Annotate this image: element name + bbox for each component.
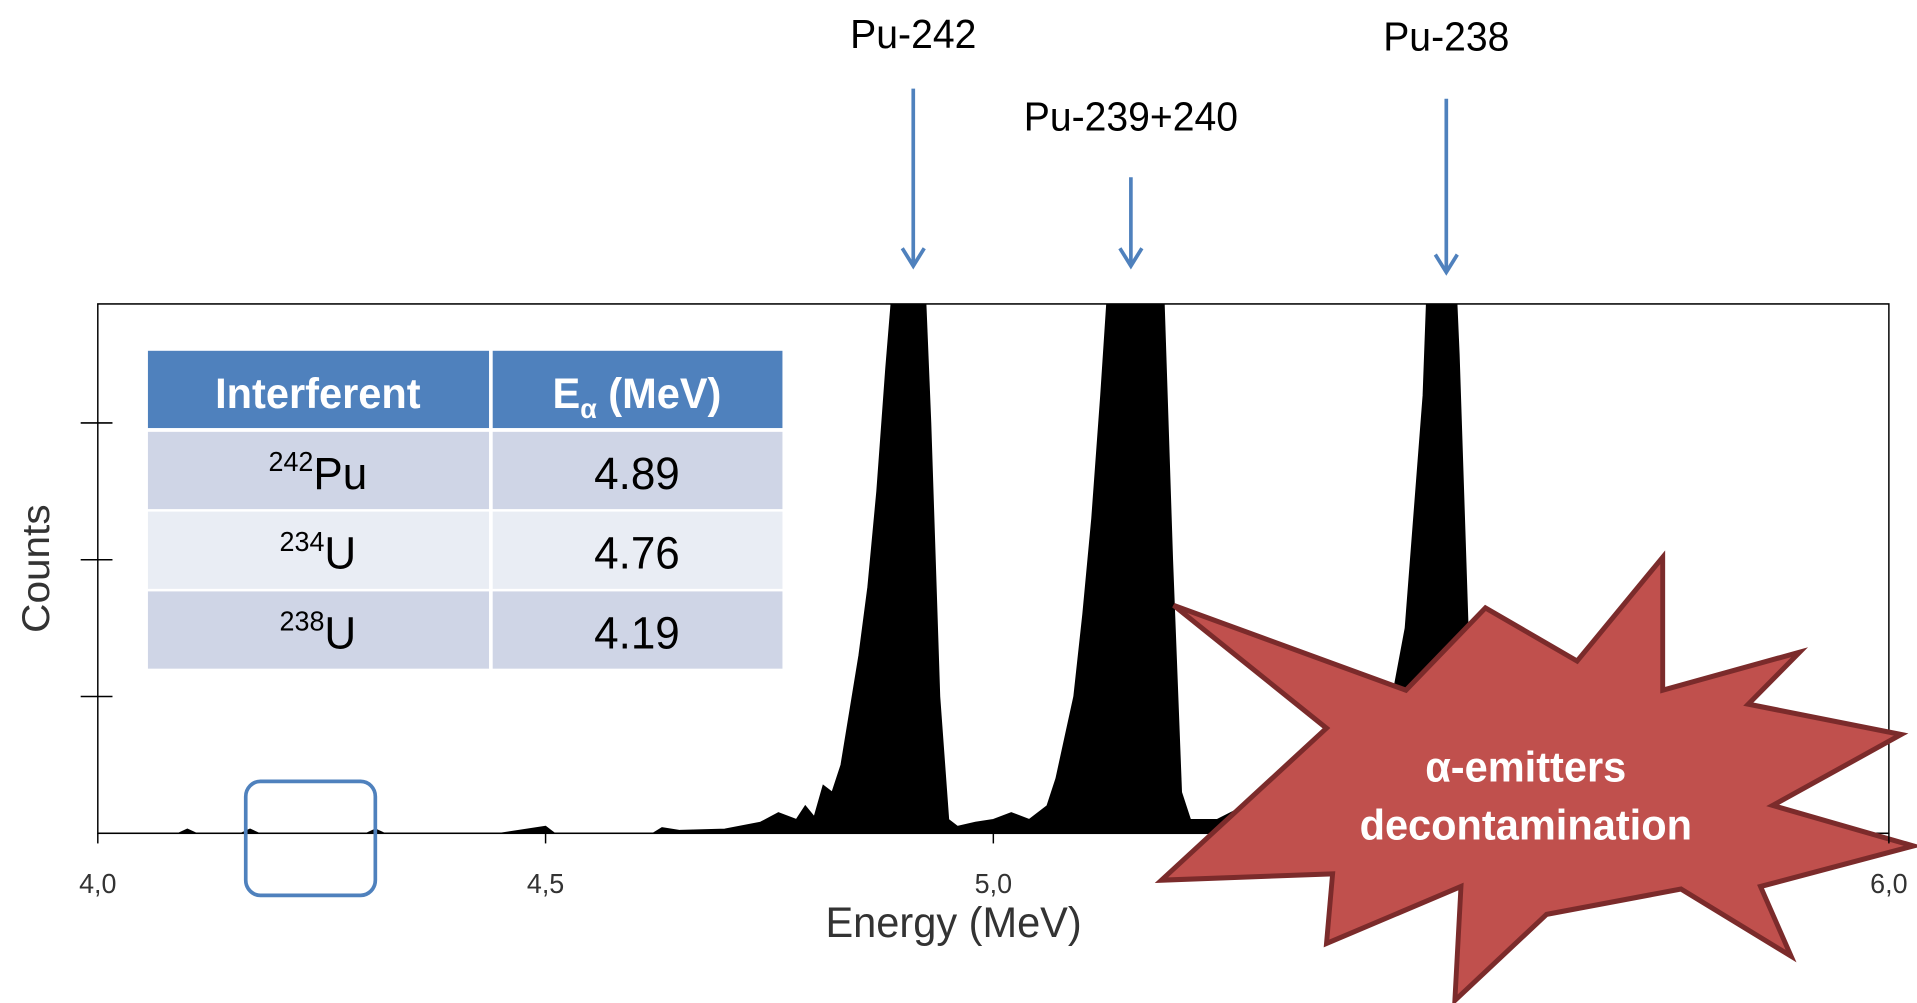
header-text: E [553, 369, 581, 417]
element: U [324, 528, 356, 579]
energy: 4.89 [594, 448, 680, 499]
table-cell [147, 511, 490, 589]
header-cell [147, 350, 490, 429]
nuclide: 238U [280, 605, 357, 658]
nuclide: 234U [280, 525, 357, 578]
highlight-box [243, 779, 378, 898]
mass-number: 238 [280, 605, 325, 637]
x-axis-label: Energy (MeV) [825, 898, 1081, 946]
peak-arrowhead [1433, 253, 1459, 276]
peak-label: Pu-242 [850, 13, 976, 58]
energy: 4.76 [594, 528, 680, 579]
peak-label: Pu-239+240 [1024, 95, 1238, 140]
element: U [324, 608, 356, 659]
callout-text: decontamination [1360, 801, 1692, 849]
mass-number: 234 [280, 525, 325, 557]
x-tick-label: 5,0 [975, 867, 1012, 899]
peak-arrowhead [1118, 247, 1144, 270]
table-cell [147, 431, 490, 510]
table-cell [492, 591, 783, 669]
table-cell [147, 591, 490, 669]
header-text: Eα (MeV) [553, 369, 722, 424]
table-cell [492, 511, 783, 589]
callout-star [1154, 550, 1917, 1003]
x-tick-label: 4,0 [79, 867, 116, 899]
element: Pu [313, 448, 367, 499]
nuclide: 242Pu [269, 446, 368, 499]
mass-number: 242 [269, 446, 314, 478]
peak-arrowhead [900, 247, 926, 270]
table-cell [492, 431, 783, 510]
peak-label: Pu-238 [1383, 15, 1509, 60]
header-sub: α [580, 392, 597, 424]
x-tick-label: 4,5 [527, 867, 564, 899]
callout-text: α-emitters [1425, 743, 1626, 791]
header-cell [492, 350, 783, 429]
energy: 4.19 [594, 608, 680, 659]
x-tick-label: 6,0 [1870, 867, 1907, 899]
header-text: (MeV) [597, 369, 722, 417]
y-axis-label: Counts [15, 504, 58, 632]
header-text: Interferent [215, 369, 420, 417]
